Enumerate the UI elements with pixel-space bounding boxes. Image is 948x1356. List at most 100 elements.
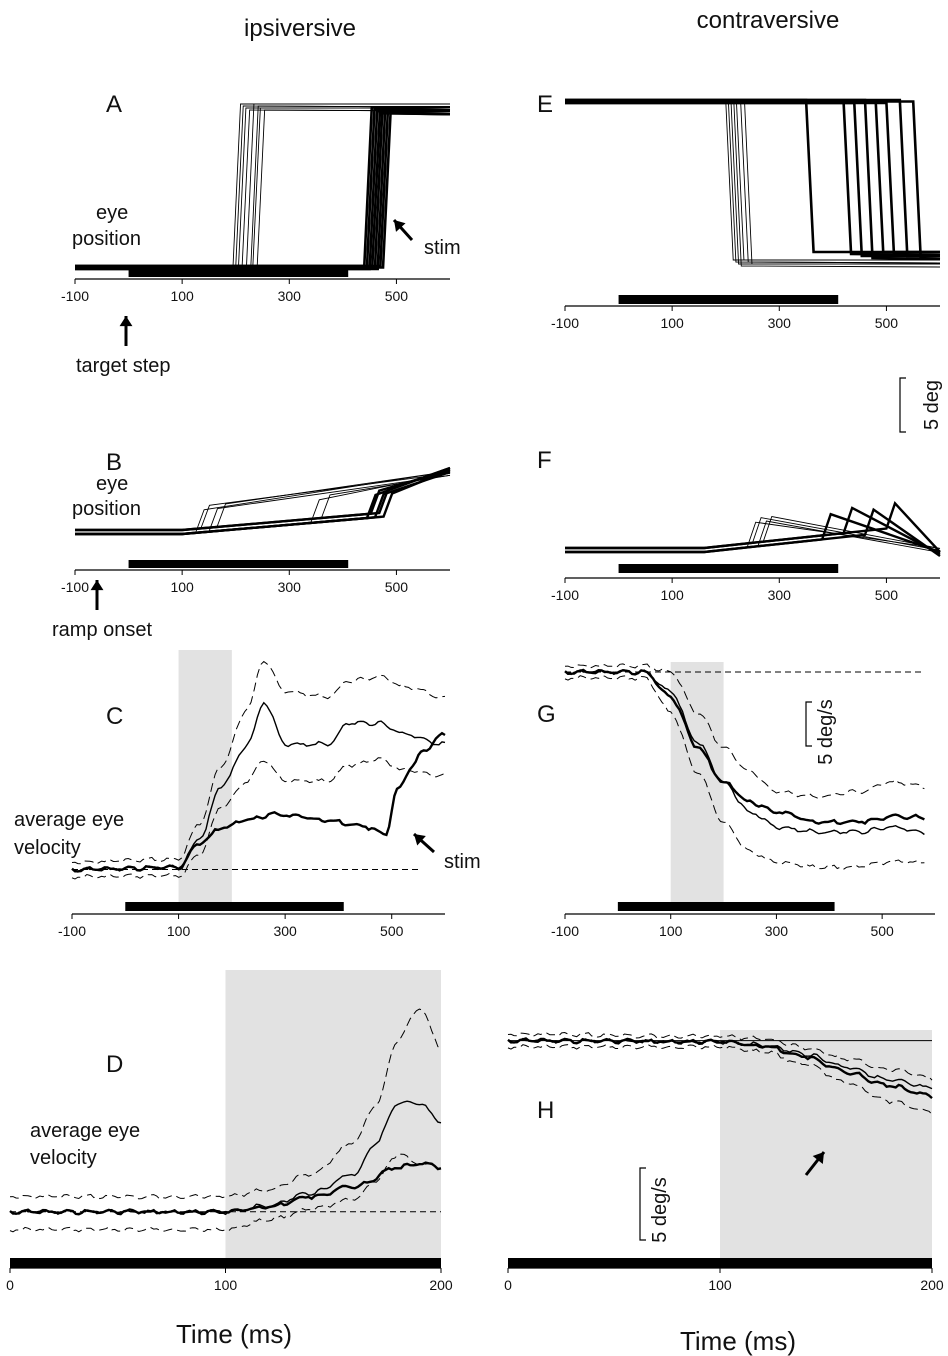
- panel-b-ramp-onset-label: ramp onset: [52, 619, 152, 641]
- panel-c-stim-bar: [125, 902, 344, 911]
- panel-f-tick-label-100: 100: [660, 587, 684, 603]
- time-label-left: Time (ms): [176, 1319, 292, 1349]
- panel-b-label-line2: position: [72, 498, 141, 520]
- panel-f-tick-label--100: -100: [551, 587, 579, 603]
- panel-c-tick-label-100: 100: [167, 923, 191, 939]
- panel-d-series-stim-mean: [9, 1161, 442, 1216]
- panel-g-tick-label-500: 500: [870, 923, 894, 939]
- panel-b-ramp-onset-arrow-head: [90, 580, 104, 591]
- panel-b-tick-label-500: 500: [385, 579, 409, 595]
- panel-g-stim-bar: [617, 902, 835, 911]
- panel-h-series-stim-mean: [507, 1037, 933, 1100]
- panel-c-stim-arrow-head: [414, 834, 426, 846]
- panel-c-series-stim-mean: [71, 731, 446, 873]
- panel-a-stim-label: stim: [424, 237, 461, 259]
- panel-b-tick-label-100: 100: [170, 579, 194, 595]
- scale-bar-position: [899, 377, 906, 433]
- panel-f-trace-stim-3: [565, 501, 941, 553]
- panel-a-tick-label--100: -100: [61, 288, 89, 304]
- panel-b-stim-bar: [128, 560, 349, 568]
- scale-bar-velocity-h: [639, 1167, 646, 1241]
- panel-e-trace-stim-5: [565, 101, 941, 257]
- panel-c-label-line1: average eye: [14, 809, 124, 831]
- panel-g-shaded-window: [670, 662, 724, 902]
- panel-a-stim-arrow-head: [394, 220, 406, 232]
- panel-d-tick-label-100: 100: [214, 1277, 238, 1293]
- panel-g-series-control-lower: [564, 675, 925, 871]
- scale-bar-velocity-g: [805, 701, 812, 747]
- panel-d-label-line2: velocity: [30, 1147, 97, 1169]
- panel-e-trace-stim-4: [565, 100, 940, 254]
- panel-g-tick-label-100: 100: [659, 923, 683, 939]
- column-title-left: ipsiversive: [244, 15, 356, 42]
- panel-g-tick-label-300: 300: [765, 923, 789, 939]
- panel-h-stim-bar: [508, 1258, 932, 1268]
- panel-b-tick-label--100: -100: [61, 579, 89, 595]
- panel-c-tick-label-300: 300: [273, 923, 297, 939]
- panel-h-stim-arrow-head: [812, 1152, 824, 1164]
- panel-d-stim-bar: [10, 1258, 441, 1268]
- panel-letter-c: C: [106, 703, 123, 730]
- panel-a-stim-bar: [128, 269, 349, 277]
- panel-c-shaded-window: [178, 650, 232, 902]
- panel-a-tick-label-100: 100: [170, 288, 194, 304]
- panel-f-tick-label-500: 500: [875, 587, 899, 603]
- panel-c-series-control-upper: [71, 660, 446, 865]
- panel-g-series-stim-mean: [564, 668, 925, 826]
- panel-f-tick-label-300: 300: [768, 587, 792, 603]
- panel-f-stim-bar: [618, 564, 839, 573]
- panel-c-series-control-mean: [71, 701, 446, 873]
- scale-bar-position-label: 5 deg: [921, 380, 943, 430]
- scale-bar-velocity-g-label: 5 deg/s: [815, 699, 837, 765]
- panel-a-trace-stim-5: [75, 107, 451, 271]
- panel-c-stim-label: stim: [444, 851, 481, 873]
- panel-h-series-control-upper: [507, 1031, 933, 1081]
- panel-h-series-control-lower: [507, 1043, 933, 1115]
- panel-c-tick-label--100: -100: [58, 923, 86, 939]
- panel-c-label-line2: velocity: [14, 837, 81, 859]
- panel-d-label-line1: average eye: [30, 1120, 140, 1142]
- panel-a-label-line1: eye: [96, 202, 128, 224]
- panel-e-trace-stim-0: [565, 98, 940, 254]
- panel-h-tick-label-0: 0: [504, 1277, 512, 1293]
- plot-layer: -100 100 300 500 -100 100 300 500 -100 100 300 500 0…: [6, 98, 944, 1293]
- panel-e-tick-label-300: 300: [768, 315, 792, 331]
- panel-h-shaded-window: [720, 1030, 932, 1258]
- panel-e-tick-label--100: -100: [551, 315, 579, 331]
- panel-letter-h: H: [537, 1097, 554, 1124]
- panel-g-series-control-upper: [564, 663, 925, 800]
- panel-c-tick-label-500: 500: [380, 923, 404, 939]
- panel-b-trace-stim-4: [75, 468, 451, 536]
- panel-b-label-line1: eye: [96, 473, 128, 495]
- panel-f-trace-control-1: [565, 517, 941, 551]
- panel-e-tick-label-500: 500: [875, 315, 899, 331]
- panel-h-tick-label-100: 100: [708, 1277, 732, 1293]
- panel-e-trace-control-0: [565, 99, 940, 261]
- panel-e-trace-stim-1: [565, 100, 941, 257]
- panel-d-series-control-lower: [9, 1153, 442, 1233]
- panel-b-trace-stim-3: [75, 466, 451, 532]
- panel-letter-e: E: [537, 91, 553, 118]
- panel-g-tick-label--100: -100: [551, 923, 579, 939]
- panel-d-tick-label-200: 200: [429, 1277, 453, 1293]
- panel-g-series-control-mean: [564, 669, 925, 836]
- panel-e-trace-stim-6: [565, 98, 940, 258]
- panel-d-shaded-window: [225, 970, 441, 1258]
- panel-letter-a: A: [106, 91, 122, 118]
- panel-e-tick-label-100: 100: [660, 315, 684, 331]
- panel-e-trace-stim-7: [565, 100, 941, 261]
- panel-a-tick-label-300: 300: [278, 288, 302, 304]
- panel-b-tick-label-300: 300: [278, 579, 302, 595]
- scale-bar-velocity-h-label: 5 deg/s: [649, 1177, 671, 1243]
- panel-c-series-control-lower: [71, 757, 446, 880]
- panel-a-tick-label-500: 500: [385, 288, 409, 304]
- panel-e-trace-stim-2: [565, 101, 940, 258]
- time-label-right: Time (ms): [680, 1326, 796, 1356]
- panel-letter-b: B: [106, 449, 122, 476]
- panel-e-trace-stim-3: [565, 98, 941, 261]
- panel-letter-f: F: [537, 447, 552, 474]
- panel-e-stim-bar: [618, 295, 839, 304]
- panel-a-trace-stim-6: [75, 109, 450, 268]
- panel-a-label-line2: position: [72, 228, 141, 250]
